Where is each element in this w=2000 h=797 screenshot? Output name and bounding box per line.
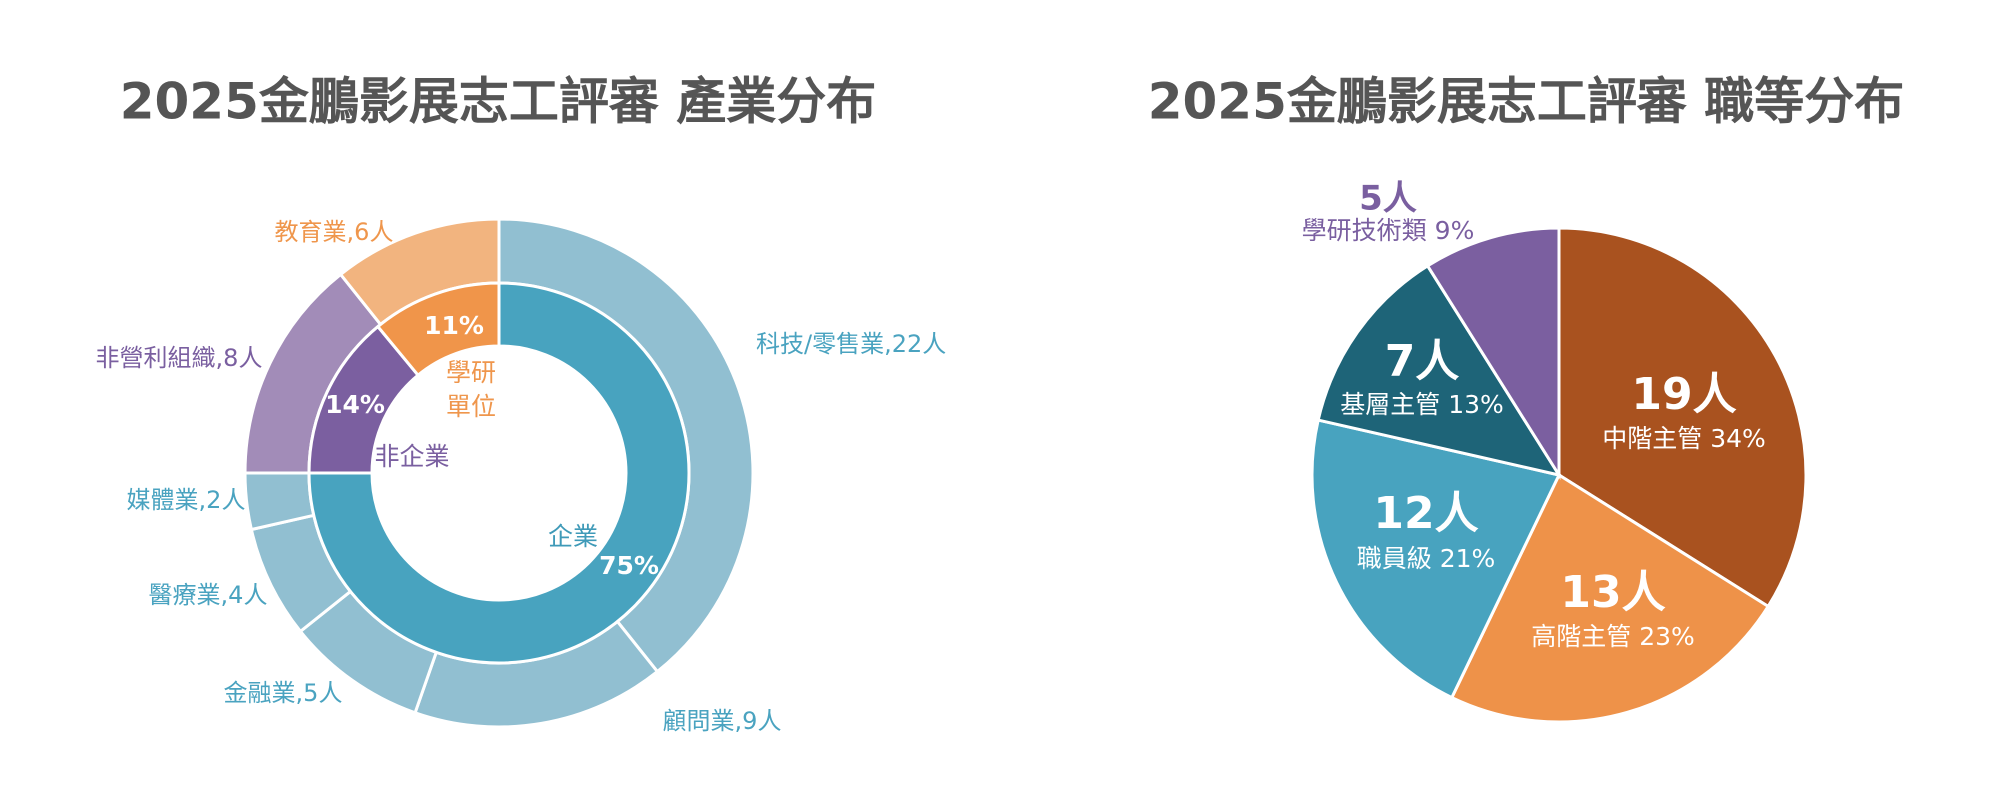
category-name: 中階主管 (1602, 424, 1702, 453)
segment-label: 媒體業,2人 (127, 486, 246, 514)
percent-label: 9% (1435, 216, 1475, 245)
category-name: 學研技術類 (1302, 216, 1427, 245)
segment-label: 企業 (547, 522, 599, 551)
pie-slice (1316, 263, 1563, 478)
percent-label: 34% (1710, 424, 1766, 453)
category-name: 高階主管 (1531, 622, 1631, 651)
segment-label: 科技/零售業,22人 (756, 330, 946, 358)
category-name: 基層主管 (1340, 390, 1440, 419)
value-label: 14% (325, 390, 385, 419)
category-name: 職員級 (1357, 544, 1432, 573)
chart-title: 2025金鵬影展志工評審 職等分布 (1148, 73, 1905, 131)
segment-label: 教育業,6人 (275, 218, 394, 246)
donut-segment (375, 281, 501, 378)
category-label: 基層主管 13% (1340, 390, 1504, 419)
value-label: 11% (424, 311, 484, 340)
pie-slice (1425, 226, 1561, 481)
category-label: 中階主管 34% (1602, 424, 1766, 453)
segment-label: 非營利組織,8人 (96, 344, 263, 372)
value-label: 12人 (1373, 488, 1478, 539)
segment-label: 學研 單位 (445, 358, 497, 421)
category-label: 學研技術類 9% (1302, 216, 1475, 245)
pie-slice (1310, 418, 1562, 700)
category-label: 高階主管 23% (1531, 622, 1695, 651)
segment-label: 金融業,5人 (224, 679, 343, 707)
category-label: 職員級 21% (1357, 544, 1496, 573)
chart-title: 2025金鵬影展志工評審 產業分布 (120, 73, 877, 131)
value-label: 7人 (1385, 336, 1460, 387)
value-label: 19人 (1631, 369, 1736, 420)
donut-segment (307, 281, 691, 665)
value-label: 75% (599, 551, 659, 580)
value-label: 13人 (1560, 567, 1665, 618)
percent-label: 23% (1639, 622, 1695, 651)
segment-label: 非企業 (374, 442, 450, 471)
value-label: 5人 (1359, 179, 1417, 219)
segment-label: 醫療業,4人 (149, 581, 268, 609)
segment-label: 顧問業,9人 (663, 707, 782, 735)
pie-slice (1557, 226, 1808, 609)
percent-label: 21% (1440, 544, 1496, 573)
percent-label: 13% (1448, 390, 1504, 419)
